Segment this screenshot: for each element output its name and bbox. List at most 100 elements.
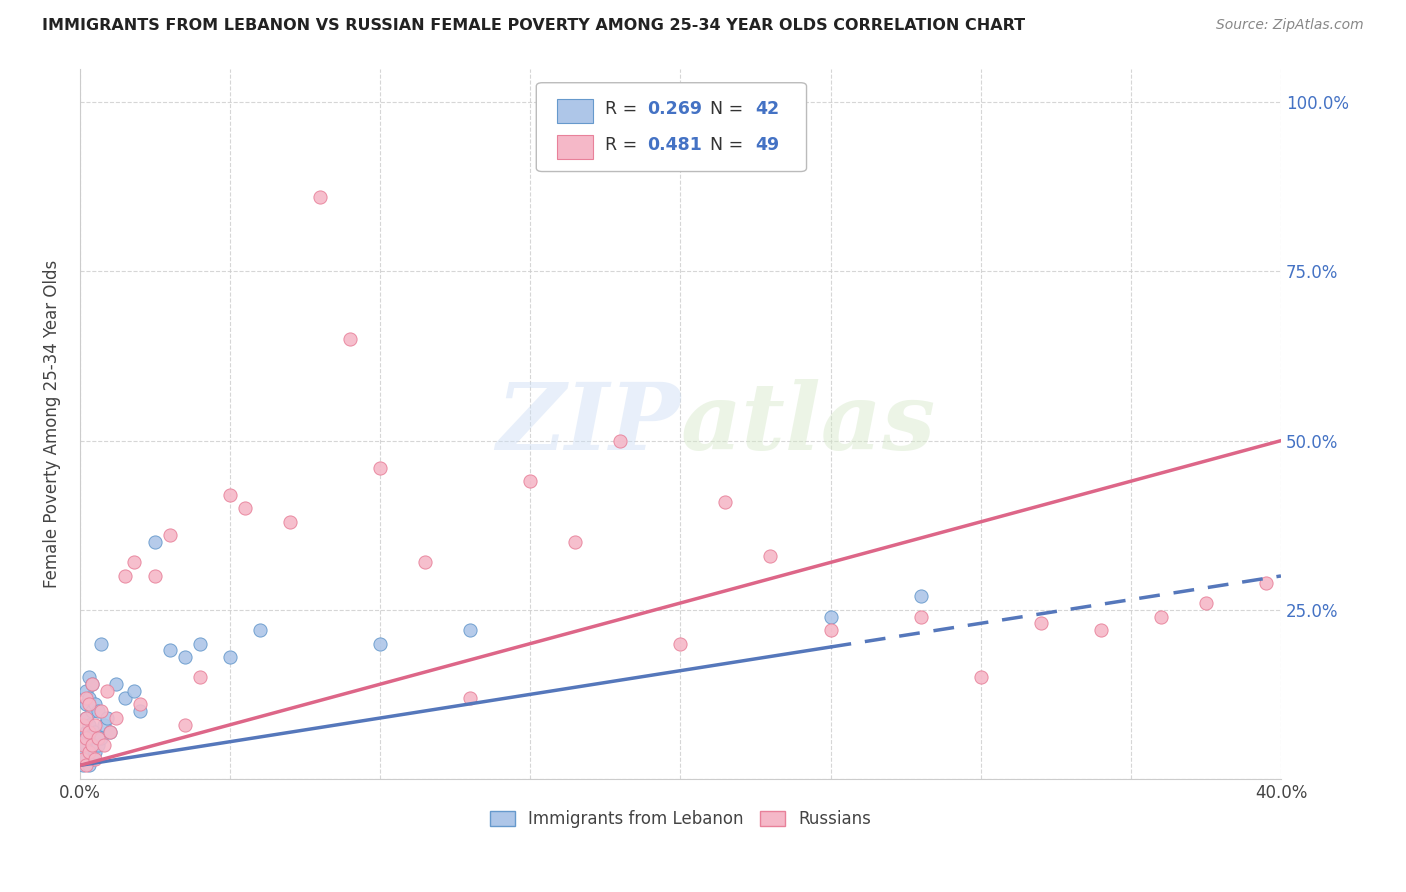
Point [87, 738, 110, 752]
Point [77, 718, 100, 732]
Text: R =: R = [605, 136, 643, 153]
Point [87, 731, 110, 746]
Point [233, 501, 256, 516]
Point [98, 724, 121, 739]
Point [114, 569, 136, 583]
Point [278, 515, 301, 529]
Point [80, 677, 103, 691]
Point [75, 711, 97, 725]
Point [75, 738, 97, 752]
Point [77, 745, 100, 759]
Point [309, 190, 332, 204]
Point [83, 751, 105, 765]
Point [98, 724, 121, 739]
Point [83, 724, 105, 739]
Point [96, 684, 118, 698]
Point [96, 711, 118, 725]
Point [75, 758, 97, 772]
Point [122, 556, 145, 570]
Text: Source: ZipAtlas.com: Source: ZipAtlas.com [1216, 18, 1364, 32]
Point [910, 589, 932, 603]
Point [219, 488, 242, 502]
Text: N =: N = [710, 136, 749, 153]
Point [72, 731, 94, 746]
Point [104, 677, 127, 691]
Point [80, 731, 103, 746]
Point [159, 643, 181, 657]
Point [1029, 616, 1052, 631]
Point [72, 738, 94, 752]
Point [80, 704, 103, 718]
Point [1090, 623, 1112, 637]
Point [72, 718, 94, 732]
Point [90, 704, 112, 718]
Text: N =: N = [710, 100, 749, 118]
Point [77, 690, 100, 705]
Point [188, 670, 211, 684]
Point [759, 549, 782, 563]
Point [609, 434, 631, 448]
Point [90, 731, 112, 746]
Point [1195, 596, 1218, 610]
Point [413, 556, 436, 570]
Point [970, 670, 993, 684]
Y-axis label: Female Poverty Among 25-34 Year Olds: Female Poverty Among 25-34 Year Olds [44, 260, 60, 588]
Point [75, 684, 97, 698]
Point [72, 751, 94, 765]
Point [1150, 609, 1173, 624]
Point [83, 698, 105, 712]
Text: 0.481: 0.481 [647, 136, 702, 153]
Point [80, 751, 103, 765]
Text: ZIP: ZIP [496, 379, 681, 468]
Point [143, 535, 166, 549]
FancyBboxPatch shape [557, 135, 593, 159]
Point [458, 623, 481, 637]
Point [1254, 575, 1277, 590]
Point [77, 758, 100, 772]
Point [820, 623, 842, 637]
FancyBboxPatch shape [536, 83, 807, 171]
Point [159, 528, 181, 542]
Point [368, 460, 391, 475]
Point [75, 698, 97, 712]
Point [820, 609, 842, 624]
Text: R =: R = [605, 100, 643, 118]
Point [368, 637, 391, 651]
Point [339, 332, 361, 346]
Point [72, 745, 94, 759]
Point [77, 724, 100, 739]
Point [669, 637, 692, 651]
Point [129, 704, 152, 718]
Text: 0.269: 0.269 [647, 100, 702, 118]
Point [519, 474, 541, 488]
Point [87, 704, 110, 718]
Point [75, 724, 97, 739]
Text: 42: 42 [755, 100, 779, 118]
Point [104, 711, 127, 725]
Text: 49: 49 [755, 136, 779, 153]
Point [75, 731, 97, 746]
Point [93, 718, 115, 732]
Point [77, 670, 100, 684]
Point [122, 684, 145, 698]
Point [249, 623, 271, 637]
Point [910, 609, 932, 624]
Point [714, 494, 737, 508]
Point [75, 690, 97, 705]
Point [219, 650, 242, 665]
Point [83, 718, 105, 732]
Point [143, 569, 166, 583]
FancyBboxPatch shape [557, 99, 593, 123]
Point [75, 711, 97, 725]
Point [77, 745, 100, 759]
Point [90, 637, 112, 651]
Point [80, 738, 103, 752]
Point [83, 745, 105, 759]
Point [75, 751, 97, 765]
Text: IMMIGRANTS FROM LEBANON VS RUSSIAN FEMALE POVERTY AMONG 25-34 YEAR OLDS CORRELAT: IMMIGRANTS FROM LEBANON VS RUSSIAN FEMAL… [42, 18, 1025, 33]
Point [114, 690, 136, 705]
Point [77, 698, 100, 712]
Point [80, 677, 103, 691]
Point [93, 738, 115, 752]
Point [188, 637, 211, 651]
